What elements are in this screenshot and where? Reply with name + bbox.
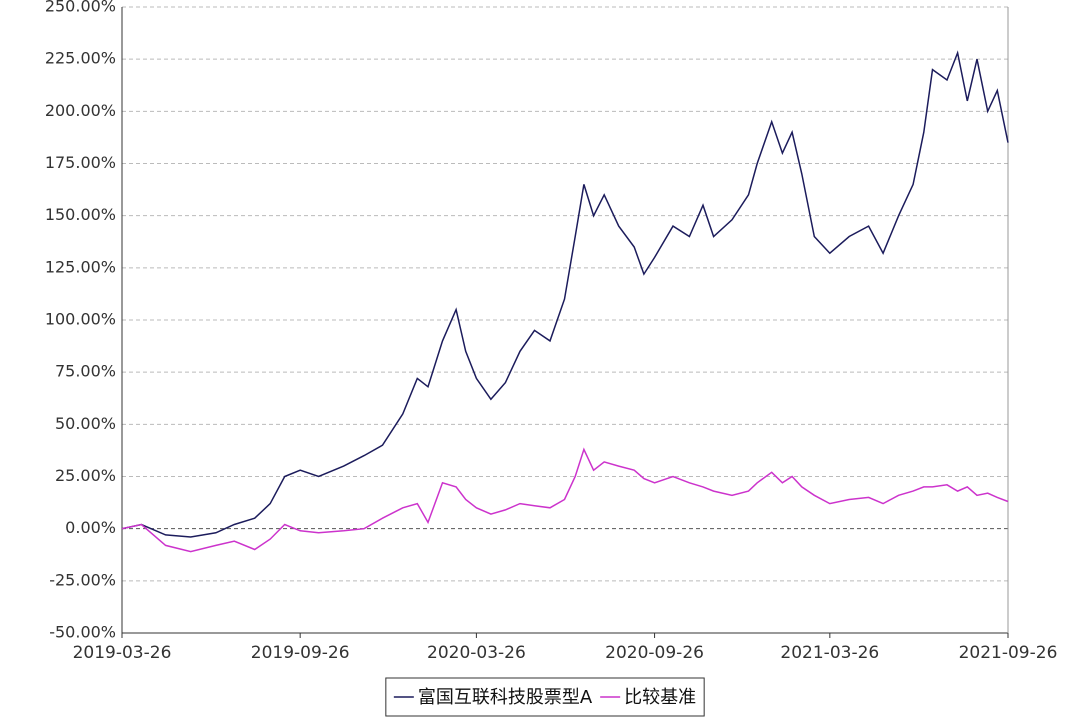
legend-label: 比较基准 <box>624 687 696 708</box>
y-tick-label: -50.00% <box>49 623 116 642</box>
y-tick-label: 225.00% <box>45 49 116 68</box>
x-tick-label: 2020-09-26 <box>605 643 704 663</box>
y-tick-label: 125.00% <box>45 257 116 276</box>
x-tick-label: 2021-03-26 <box>780 643 879 663</box>
x-tick-label: 2019-09-26 <box>251 643 350 663</box>
y-tick-label: 200.00% <box>45 101 116 120</box>
y-tick-label: -25.00% <box>49 570 116 589</box>
y-tick-label: 75.00% <box>55 362 116 381</box>
y-tick-label: 150.00% <box>45 205 116 224</box>
y-tick-label: 250.00% <box>45 0 116 16</box>
y-tick-label: 25.00% <box>55 466 116 485</box>
x-tick-label: 2019-03-26 <box>73 643 172 663</box>
legend-label: 富国互联科技股票型A <box>418 687 593 708</box>
x-tick-label: 2021-09-26 <box>959 643 1058 663</box>
series-line <box>121 50 1009 538</box>
series-line <box>121 447 1009 553</box>
legend-box <box>385 677 705 717</box>
x-tick-label: 2020-03-26 <box>427 643 526 663</box>
y-tick-label: 0.00% <box>65 518 116 537</box>
y-tick-label: 50.00% <box>55 414 116 433</box>
y-tick-label: 100.00% <box>45 310 116 329</box>
y-tick-label: 175.00% <box>45 153 116 172</box>
